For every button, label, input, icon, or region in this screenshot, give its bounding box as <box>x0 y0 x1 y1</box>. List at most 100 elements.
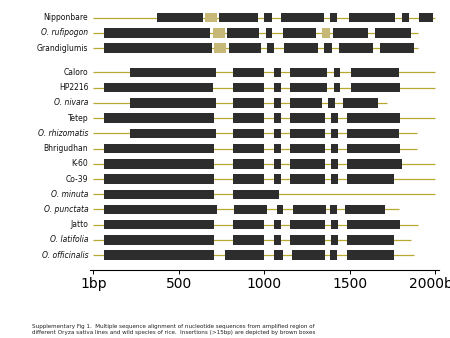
Text: K-60: K-60 <box>72 159 88 168</box>
Bar <box>213 28 225 38</box>
Text: O. latifolia: O. latifolia <box>50 236 88 244</box>
Bar <box>266 28 273 38</box>
Text: O. nivara: O. nivara <box>54 98 88 107</box>
Bar <box>380 43 414 53</box>
Bar <box>277 205 284 214</box>
Text: Supplementary Fig 1.  Multiple sequence alignment of nucleotide sequences from a: Supplementary Fig 1. Multiple sequence a… <box>32 324 315 335</box>
Bar <box>274 235 280 245</box>
Bar <box>402 13 410 22</box>
Bar <box>331 129 338 138</box>
Bar <box>234 205 267 214</box>
Bar <box>375 28 410 38</box>
Text: Grandiglumis: Grandiglumis <box>37 44 88 52</box>
Bar <box>351 68 399 77</box>
Bar <box>330 13 337 22</box>
Text: O. officinalis: O. officinalis <box>42 251 88 260</box>
Bar <box>233 159 264 169</box>
Text: O. rufipogon: O. rufipogon <box>41 28 88 37</box>
Bar <box>322 28 330 38</box>
Bar <box>157 13 202 22</box>
Text: Caloro: Caloro <box>63 68 88 77</box>
Bar <box>233 235 264 245</box>
Bar <box>290 83 327 92</box>
Bar <box>104 174 214 184</box>
Bar <box>283 28 316 38</box>
Bar <box>205 13 217 22</box>
Bar <box>104 250 214 260</box>
Bar <box>233 68 264 77</box>
Bar <box>274 144 280 153</box>
Bar <box>130 98 216 107</box>
Bar <box>280 13 324 22</box>
Bar <box>290 144 325 153</box>
Bar <box>339 43 374 53</box>
Bar <box>274 68 280 77</box>
Bar <box>104 220 214 230</box>
Bar <box>284 43 318 53</box>
Bar <box>274 129 280 138</box>
Bar <box>333 28 368 38</box>
Bar <box>104 113 214 123</box>
Bar <box>274 98 280 107</box>
Bar <box>347 159 402 169</box>
Bar <box>233 83 264 92</box>
Bar <box>225 250 264 260</box>
Bar <box>351 83 400 92</box>
Bar <box>233 113 264 123</box>
Bar <box>290 174 325 184</box>
Bar <box>292 250 325 260</box>
Bar <box>328 98 335 107</box>
Bar <box>324 43 332 53</box>
Bar <box>333 83 340 92</box>
Bar <box>233 129 264 138</box>
Bar <box>104 205 217 214</box>
Text: O. minuta: O. minuta <box>51 190 88 199</box>
Bar <box>130 129 216 138</box>
Text: Bhrigudhan: Bhrigudhan <box>44 144 88 153</box>
Bar <box>347 235 394 245</box>
Bar <box>104 43 212 53</box>
Bar <box>333 68 340 77</box>
Text: Nipponbare: Nipponbare <box>44 13 88 22</box>
Bar <box>274 159 280 169</box>
Bar <box>347 250 394 260</box>
Bar <box>347 174 394 184</box>
Bar <box>331 159 338 169</box>
Bar <box>292 205 326 214</box>
Bar <box>345 205 385 214</box>
Bar <box>267 43 274 53</box>
Bar <box>290 98 322 107</box>
Bar <box>233 190 279 199</box>
Bar <box>274 220 280 230</box>
Bar <box>290 113 325 123</box>
Bar <box>290 159 325 169</box>
Bar <box>233 174 264 184</box>
Bar <box>290 220 325 230</box>
Bar <box>331 220 338 230</box>
Bar <box>104 144 214 153</box>
Bar <box>104 235 214 245</box>
Bar <box>233 220 264 230</box>
Bar <box>331 174 338 184</box>
Bar <box>233 144 264 153</box>
Bar <box>290 129 325 138</box>
Bar <box>130 68 216 77</box>
Bar <box>274 113 280 123</box>
Text: O. rhizomatis: O. rhizomatis <box>38 129 88 138</box>
Bar <box>347 144 400 153</box>
Bar <box>290 235 325 245</box>
Bar <box>104 28 210 38</box>
Bar <box>274 174 280 184</box>
Text: O. punctata: O. punctata <box>44 205 88 214</box>
Bar <box>347 113 400 123</box>
Text: Jatto: Jatto <box>70 220 88 229</box>
Text: Tetep: Tetep <box>68 114 88 123</box>
Bar <box>330 250 337 260</box>
Text: Co-39: Co-39 <box>66 174 88 184</box>
Bar <box>233 98 264 107</box>
Bar <box>330 205 337 214</box>
Bar <box>331 235 338 245</box>
Bar <box>349 13 395 22</box>
Bar <box>331 113 338 123</box>
Bar <box>343 98 378 107</box>
